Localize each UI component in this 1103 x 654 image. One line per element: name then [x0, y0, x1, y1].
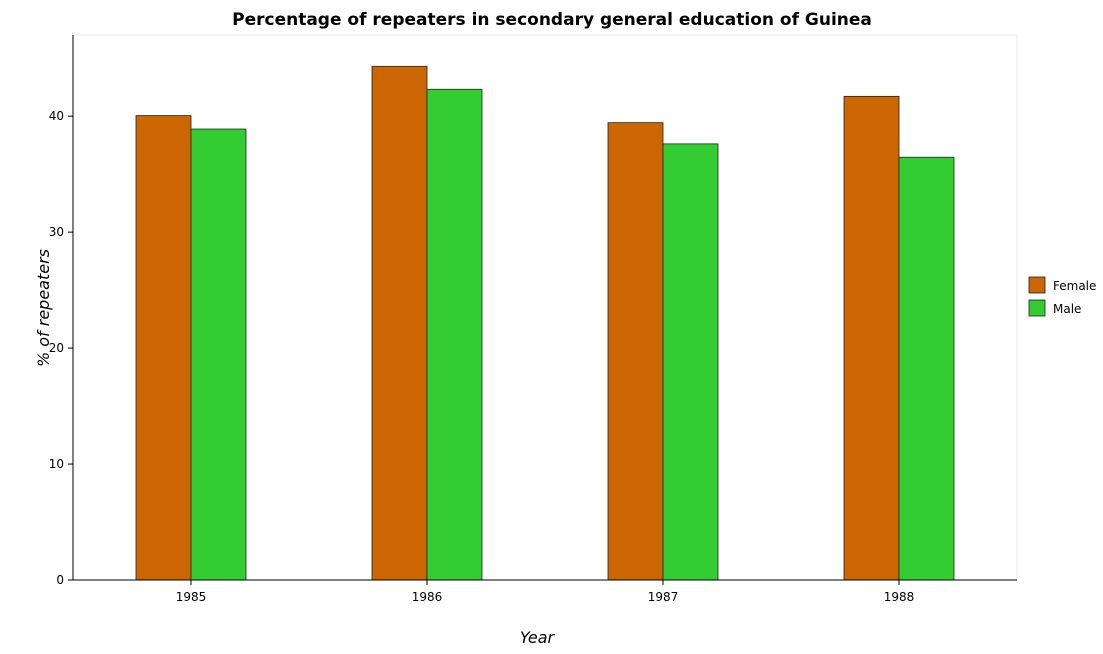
legend-swatch-male	[1028, 299, 1046, 317]
y-tick-label: 0	[56, 573, 64, 587]
y-tick-label: 20	[49, 341, 64, 355]
bar-male-1985	[190, 128, 247, 581]
y-tick-label: 30	[49, 225, 64, 239]
axes: 1985 1986 1987 1988 0 10 20 30 40	[49, 35, 1017, 604]
y-tick-label: 10	[49, 457, 64, 471]
chart-title: Percentage of repeaters in secondary gen…	[232, 10, 872, 30]
y-axis-title: % of repeaters	[34, 249, 53, 367]
x-tick-label: 1985	[176, 590, 207, 604]
legend: Female Male	[1028, 276, 1096, 317]
bar-female-1988	[843, 95, 900, 581]
y-tick-label: 40	[49, 109, 64, 123]
bar-female-1987	[607, 122, 664, 581]
x-axis-title: Year	[520, 628, 556, 647]
x-tick-label: 1988	[884, 590, 915, 604]
x-tick-label: 1987	[648, 590, 679, 604]
legend-label-female: Female	[1053, 279, 1096, 293]
bar-male-1988	[898, 156, 955, 581]
legend-label-male: Male	[1053, 302, 1081, 316]
bar-female-1986	[371, 65, 428, 581]
x-tick-label: 1986	[412, 590, 443, 604]
bar-female-1985	[135, 115, 192, 581]
bar-male-1987	[662, 143, 719, 581]
bar-male-1986	[426, 88, 483, 581]
plot-area	[72, 34, 1018, 581]
legend-swatch-female	[1028, 276, 1046, 294]
